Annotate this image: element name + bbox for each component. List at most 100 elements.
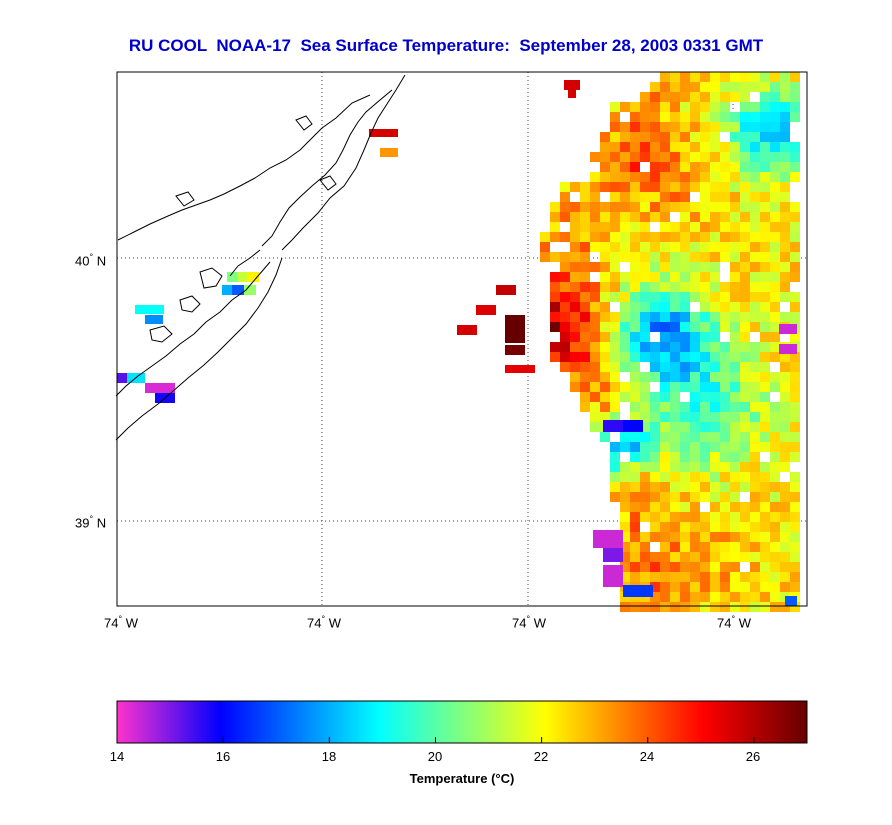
sst-cell — [730, 602, 740, 612]
sst-cell — [720, 382, 730, 392]
sst-cell — [590, 212, 600, 222]
sst-cell — [630, 372, 640, 382]
sst-cell — [710, 92, 720, 102]
sst-cell — [770, 302, 780, 312]
barrier-island-south — [115, 257, 283, 441]
sst-cell — [620, 472, 630, 482]
sst-cell — [740, 292, 750, 302]
sst-cell — [760, 122, 770, 132]
colorbar-tick-22: 22 — [533, 749, 549, 764]
sst-cell — [610, 152, 620, 162]
sst-cell — [580, 252, 590, 262]
sst-cell — [650, 502, 660, 512]
sst-cell — [790, 82, 800, 92]
sst-cell — [600, 142, 610, 152]
sst-cell — [630, 332, 640, 342]
sst-cell — [720, 162, 730, 172]
sst-cell — [610, 322, 620, 332]
sst-cell — [630, 542, 640, 552]
sst-cell — [680, 112, 690, 122]
sst-cell — [680, 302, 690, 312]
sst-cell — [760, 252, 770, 262]
sst-cell — [630, 292, 640, 302]
sst-cell — [670, 582, 680, 592]
sst-cell — [620, 142, 630, 152]
sst-cell — [740, 242, 750, 252]
sst-cell — [660, 602, 670, 612]
sst-cell — [700, 372, 710, 382]
sst-cell — [623, 585, 653, 597]
sst-cell — [770, 442, 780, 452]
sst-cell — [660, 192, 670, 202]
sst-cell — [580, 362, 590, 372]
sst-cell — [770, 462, 780, 472]
sst-cell — [650, 162, 660, 172]
sst-cell — [700, 362, 710, 372]
sst-cell — [750, 362, 760, 372]
sst-cell — [770, 332, 780, 342]
sst-cell — [610, 412, 620, 422]
sst-cell — [603, 565, 623, 587]
sst-cell — [720, 542, 730, 552]
sst-cell — [790, 152, 800, 162]
sst-cell — [720, 192, 730, 202]
colorbar-tick-18: 18 — [321, 749, 337, 764]
sst-cell — [720, 422, 730, 432]
sst-cell — [690, 462, 700, 472]
sst-cell — [610, 142, 620, 152]
sst-cell — [620, 342, 630, 352]
sst-cell — [670, 492, 680, 502]
sst-cell — [650, 182, 660, 192]
sst-cell — [590, 192, 600, 202]
sst-cell — [750, 542, 760, 552]
sst-cell — [770, 92, 780, 102]
sst-cell — [476, 305, 496, 315]
sst-cell — [580, 372, 590, 382]
sst-cell — [590, 292, 600, 302]
sst-cell — [730, 362, 740, 372]
sst-cell — [630, 472, 640, 482]
sst-cell — [640, 102, 650, 112]
sst-cell — [720, 372, 730, 382]
sst-cell — [750, 102, 760, 112]
sst-cell — [660, 512, 670, 522]
sst-cell — [660, 252, 670, 262]
sst-cell — [720, 392, 730, 402]
sst-cell — [670, 532, 680, 542]
sst-cell — [780, 172, 790, 182]
sst-cell — [760, 592, 770, 602]
sst-cell — [750, 592, 760, 602]
sst-cell — [620, 312, 630, 322]
sst-cell — [760, 492, 770, 502]
sst-cell — [650, 262, 660, 272]
sst-cell — [650, 562, 660, 572]
sst-cell — [670, 72, 680, 82]
sst-cell — [770, 402, 780, 412]
sst-cell — [690, 272, 700, 282]
map-frame — [116, 71, 808, 607]
sst-cell — [550, 202, 560, 212]
sst-cell — [680, 422, 690, 432]
sst-cell — [790, 292, 800, 302]
sst-cell — [770, 232, 780, 242]
sst-cell — [770, 522, 780, 532]
sst-cell — [570, 362, 580, 372]
sst-cell — [780, 112, 790, 122]
sst-cell — [770, 192, 780, 202]
sst-cell — [660, 472, 670, 482]
sst-cell — [720, 552, 730, 562]
sst-cell — [610, 172, 620, 182]
sst-cell — [570, 302, 580, 312]
sst-cell — [720, 402, 730, 412]
sst-cell — [660, 152, 670, 162]
sst-cell — [505, 315, 525, 343]
sst-cell — [660, 172, 670, 182]
sst-cell — [770, 282, 780, 292]
sst-cell — [620, 502, 630, 512]
sst-cell — [580, 302, 590, 312]
sst-cell — [620, 362, 630, 372]
sst-cell — [760, 582, 770, 592]
sst-cell — [720, 152, 730, 162]
sst-cell — [630, 482, 640, 492]
sst-cell — [640, 302, 650, 312]
